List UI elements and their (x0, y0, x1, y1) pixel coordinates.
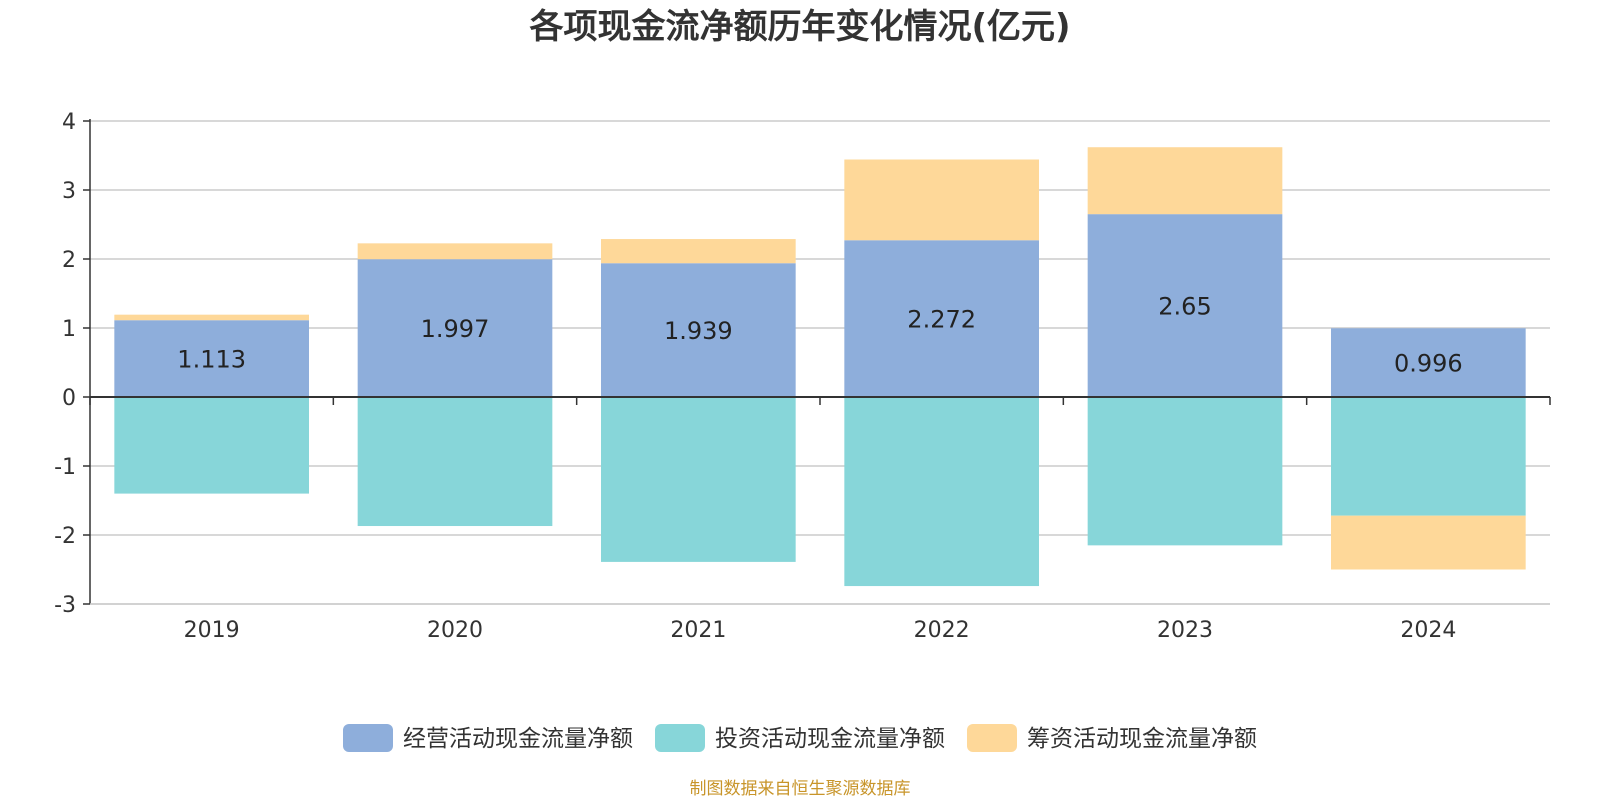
y-tick-label: 4 (62, 110, 76, 135)
data-label-2021: 1.939 (664, 317, 733, 345)
bar-segment-2019-series-3 (114, 314, 309, 321)
legend-swatch-1 (343, 724, 393, 752)
bar-segment-2021-series-1 (601, 263, 796, 397)
bar-segment-2019-series-2 (114, 397, 309, 494)
x-tick-label: 2023 (1157, 618, 1213, 643)
y-tick-label: 1 (62, 317, 76, 342)
legend-label-2: 投资活动现金流量净额 (715, 726, 945, 752)
legend-swatch-2 (655, 724, 705, 752)
x-tick-label: 2019 (184, 618, 240, 643)
data-label-2023: 2.65 (1158, 293, 1211, 321)
legend-label-1: 经营活动现金流量净额 (403, 726, 633, 752)
source-note: 制图数据来自恒生聚源数据库 (690, 779, 911, 799)
axes-group: 4 3 2 1 0 -1 -2 -3 2019 2020 2021 2022 2023 2024 (54, 110, 1551, 643)
bar-segment-2024-series-3 (1331, 515, 1526, 570)
bar-segment-2021-series-2 (601, 397, 796, 562)
bar-segment-2021-series-3 (601, 239, 796, 264)
y-tick-label: 0 (62, 386, 76, 411)
bar-segment-2022-series-1 (844, 240, 1039, 397)
x-tick-label: 2022 (914, 618, 970, 643)
bar-segment-2023-series-3 (1087, 147, 1283, 215)
x-tick-label: 2021 (670, 618, 726, 643)
legend-swatch-3 (967, 724, 1017, 752)
y-tick-label: -3 (54, 593, 76, 618)
data-label-2022: 2.272 (907, 306, 976, 334)
bar-segment-2023-series-1 (1087, 214, 1283, 397)
bar-segment-2020-series-1 (357, 259, 553, 397)
legend: 经营活动现金流量净额 投资活动现金流量净额 筹资活动现金流量净额 (343, 724, 1257, 752)
data-labels-group: 1.113 1.997 1.939 2.272 2.65 0.996 (177, 293, 1462, 378)
y-tick-label: -1 (54, 455, 76, 480)
bars-group (114, 147, 1526, 587)
data-label-2020: 1.997 (421, 315, 490, 343)
y-tick-label: 3 (62, 179, 76, 204)
data-label-2024: 0.996 (1394, 350, 1463, 378)
x-tick-label: 2024 (1400, 618, 1456, 643)
legend-label-3: 筹资活动现金流量净额 (1027, 726, 1257, 752)
data-label-2019: 1.113 (177, 346, 246, 374)
bar-segment-2019-series-1 (114, 320, 309, 397)
y-tick-label: -2 (54, 524, 76, 549)
bar-segment-2022-series-3 (844, 159, 1039, 241)
bar-segment-2024-series-1 (1331, 328, 1526, 397)
bar-segment-2020-series-2 (357, 397, 553, 527)
y-tick-label: 2 (62, 248, 76, 273)
chart-title: 各项现金流净额历年变化情况(亿元) (529, 7, 1070, 47)
bar-segment-2022-series-2 (844, 397, 1039, 587)
bar-segment-2024-series-2 (1331, 397, 1526, 516)
bar-segment-2023-series-2 (1087, 397, 1283, 546)
x-tick-label: 2020 (427, 618, 483, 643)
bar-segment-2020-series-3 (357, 243, 553, 260)
